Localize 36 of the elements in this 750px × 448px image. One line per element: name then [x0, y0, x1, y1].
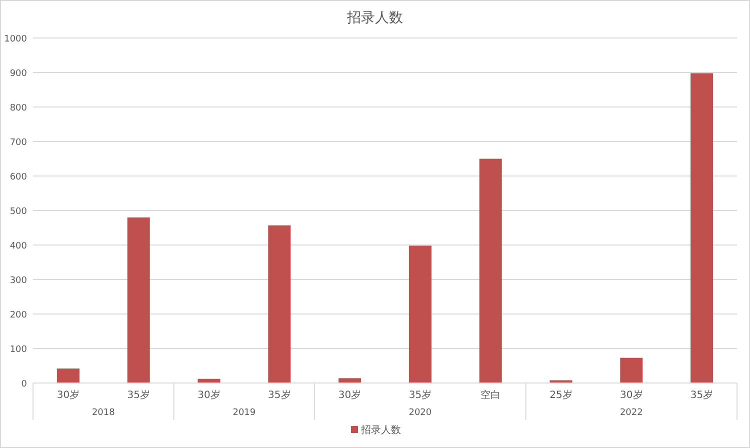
text: 2018 [92, 408, 116, 418]
y-tick-label: 800 [10, 104, 28, 114]
y-tick-label: 300 [10, 276, 28, 286]
y-tick-label: 1000 [4, 34, 28, 44]
bar [268, 225, 291, 383]
x-tick-label: 35岁 [408, 389, 432, 401]
y-tick-label: 200 [10, 310, 28, 320]
x-tick-label: 35岁 [127, 389, 150, 401]
x-tick-label: 25岁 [550, 389, 572, 401]
x-tick-label: 30岁 [56, 389, 80, 401]
y-tick-label: 500 [10, 207, 28, 217]
text: 2019 [232, 408, 256, 418]
y-tick-label: 0 [21, 380, 28, 390]
x-tick-label: 35岁 [268, 389, 291, 401]
x-tick-label: 35岁 [690, 389, 714, 401]
bar [56, 368, 80, 383]
y-tick-label: 400 [10, 242, 28, 252]
x-tick-label: 30岁 [620, 389, 643, 401]
x-tick-label: 空白 [480, 389, 501, 401]
chart-title: 招录人数 [346, 10, 403, 26]
legend-label: 招录人数 [360, 424, 401, 436]
bar [338, 378, 362, 383]
bar [479, 158, 502, 383]
y-tick-label: 600 [10, 172, 28, 182]
bar [550, 380, 572, 383]
x-tick-label: 30岁 [338, 389, 362, 401]
y-tick-label: 700 [10, 138, 28, 148]
bar [620, 358, 643, 383]
bar [127, 217, 150, 383]
y-tick-label: 100 [10, 345, 28, 355]
text: 2022 [620, 408, 643, 418]
text: 2020 [408, 408, 432, 418]
x-tick-label: 30岁 [198, 389, 220, 401]
bar [408, 246, 432, 383]
bar [690, 73, 714, 383]
y-tick-label: 900 [10, 69, 28, 79]
